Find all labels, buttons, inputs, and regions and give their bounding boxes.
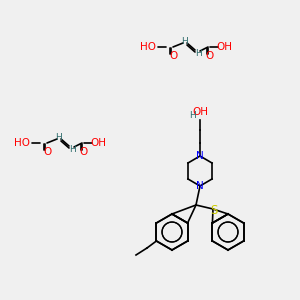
Text: N: N bbox=[196, 151, 204, 161]
Text: H: H bbox=[190, 110, 196, 119]
Text: OH: OH bbox=[192, 107, 208, 117]
Text: O: O bbox=[80, 147, 88, 157]
Text: HO: HO bbox=[140, 42, 156, 52]
Text: H: H bbox=[195, 49, 201, 58]
Text: H: H bbox=[182, 38, 188, 46]
Text: S: S bbox=[210, 205, 218, 218]
Text: HO: HO bbox=[14, 138, 30, 148]
Text: H: H bbox=[69, 145, 75, 154]
Text: H: H bbox=[56, 134, 62, 142]
Text: OH: OH bbox=[90, 138, 106, 148]
Text: O: O bbox=[169, 51, 177, 61]
Text: OH: OH bbox=[216, 42, 232, 52]
Text: O: O bbox=[43, 147, 51, 157]
Text: N: N bbox=[196, 181, 204, 191]
Text: O: O bbox=[206, 51, 214, 61]
